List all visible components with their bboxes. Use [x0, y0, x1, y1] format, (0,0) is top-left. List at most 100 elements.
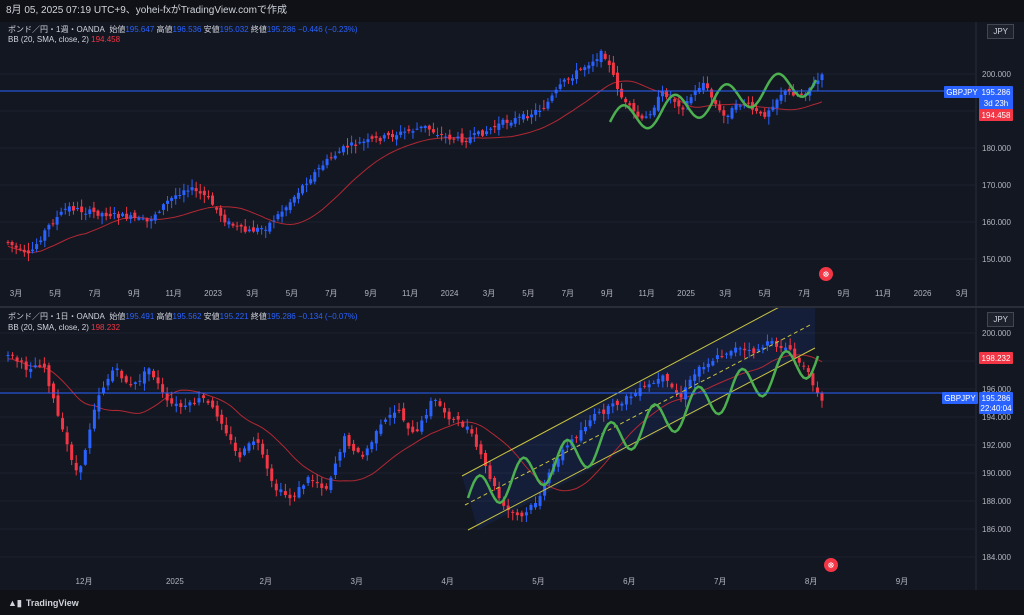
candle-body	[383, 419, 387, 422]
candle-body	[79, 466, 83, 473]
candle-body	[179, 403, 183, 408]
candle-body	[370, 442, 374, 450]
candle-body	[382, 135, 386, 139]
channel-lower-line[interactable]	[467, 347, 816, 531]
currency-label-daily[interactable]: JPY	[987, 312, 1014, 327]
candle-body	[787, 88, 791, 92]
weekly-bb-legend[interactable]: BB (20, SMA, close, 2) 194.458	[8, 34, 120, 45]
candle-body	[343, 436, 347, 453]
candle-body	[820, 74, 824, 81]
candle-body	[784, 347, 788, 351]
candle-body	[206, 400, 210, 403]
candle-body	[591, 61, 595, 66]
price-axis-tag	[979, 86, 1013, 110]
candle-body	[378, 137, 382, 141]
candle-body	[661, 375, 665, 382]
candle-body	[443, 407, 447, 413]
candle-body	[288, 202, 292, 211]
candle-body	[579, 68, 583, 70]
candle-body	[358, 142, 362, 144]
candle-body	[346, 145, 350, 148]
bb-value-text: 194.458	[982, 111, 1011, 120]
tradingview-logo[interactable]: ▲▮ TradingView	[8, 598, 79, 609]
candle-body	[647, 384, 651, 388]
daily-chart-canvas[interactable]: 200.000198.000196.000194.000192.000190.0…	[0, 308, 1024, 590]
price-tick-label: 150.000	[982, 255, 1011, 264]
bb-indicator-value: 194.458	[91, 35, 121, 44]
candle-body	[607, 60, 611, 65]
candle-body	[476, 131, 480, 135]
time-tick-label: 2月	[260, 577, 272, 586]
candle-body	[47, 224, 51, 230]
candle-body	[261, 443, 265, 455]
channel-mid-line[interactable]	[464, 323, 813, 506]
time-tick-label: 9月	[838, 289, 850, 298]
candle-body	[800, 93, 804, 95]
time-tick-label: 12月	[76, 577, 93, 586]
change-value: −0.446 (−0.23%)	[297, 25, 358, 34]
tv-logo-icon: ▲▮	[8, 598, 22, 608]
time-tick-label: 9月	[601, 289, 613, 298]
candle-body	[710, 89, 714, 98]
time-tick-label: 11月	[875, 289, 891, 298]
candle-body	[593, 414, 597, 421]
candle-body	[624, 98, 628, 103]
channel-upper-line[interactable]	[461, 308, 800, 477]
candle-body	[520, 512, 524, 517]
time-tick-label: 9月	[896, 577, 908, 586]
daily-bb-legend[interactable]: BB (20, SMA, close, 2) 198.232	[8, 322, 120, 333]
time-tick-label: 2023	[204, 289, 222, 298]
weekly-symbol[interactable]: ポンド／円・1週・OANDA	[8, 25, 105, 34]
bb-value-tag	[979, 109, 1013, 121]
candle-body	[597, 411, 601, 413]
candle-body	[729, 351, 733, 356]
candle-body	[706, 363, 710, 368]
candle-body	[20, 360, 24, 362]
candle-body	[92, 409, 96, 429]
event-marker-glyph: ☸	[822, 270, 829, 279]
candle-body	[61, 418, 65, 430]
candle-body	[629, 396, 633, 399]
bb-value-tag-daily	[979, 352, 1013, 364]
candle-body	[701, 82, 705, 91]
candle-body	[587, 65, 591, 69]
time-tick-label: 3月	[10, 289, 22, 298]
candle-body	[178, 195, 182, 197]
candle-body	[574, 437, 578, 439]
candle-body	[615, 400, 619, 405]
event-marker-icon-daily[interactable]	[824, 558, 838, 572]
candle-body	[771, 106, 775, 111]
candle-body	[505, 119, 509, 123]
weekly-chart-pane[interactable]: 200.000190.000180.000170.000160.000150.0…	[0, 22, 1024, 306]
candle-body	[100, 213, 104, 217]
candle-body	[738, 348, 742, 350]
candle-body	[811, 373, 815, 386]
weekly-chart-canvas[interactable]: 200.000190.000180.000170.000160.000150.0…	[0, 22, 1024, 306]
candle-body	[674, 390, 678, 394]
candle-body	[152, 370, 156, 378]
event-marker-icon[interactable]	[819, 267, 833, 281]
candle-body	[480, 130, 484, 136]
candle-body	[272, 220, 276, 222]
currency-label[interactable]: JPY	[987, 24, 1014, 39]
daily-symbol[interactable]: ポンド／円・1日・OANDA	[8, 312, 105, 321]
bar-countdown-text-daily: 22:40:04	[980, 404, 1012, 413]
candle-body	[22, 249, 26, 253]
candle-body	[746, 102, 750, 104]
candle-body	[561, 449, 565, 461]
candle-body	[229, 434, 233, 441]
candle-body	[227, 221, 231, 225]
candle-body	[447, 411, 451, 420]
candle-body	[202, 395, 206, 399]
candle-body	[402, 408, 406, 421]
candle-body	[38, 365, 42, 367]
candle-body	[67, 206, 71, 212]
candle-body	[374, 136, 378, 138]
time-tick-label: 11月	[639, 289, 655, 298]
footer-bar: ▲▮ TradingView	[0, 590, 1024, 615]
daily-chart-pane[interactable]: 200.000198.000196.000194.000192.000190.0…	[0, 308, 1024, 590]
pane-divider[interactable]	[0, 306, 1024, 308]
time-tick-label: 2026	[914, 289, 932, 298]
low-value: 195.032	[219, 25, 249, 34]
candle-body	[738, 105, 742, 107]
